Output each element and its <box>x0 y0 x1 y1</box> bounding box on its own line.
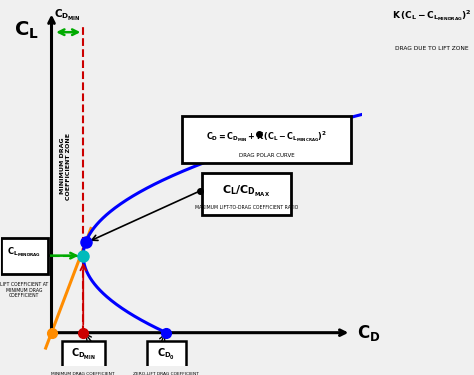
FancyBboxPatch shape <box>202 173 291 215</box>
FancyBboxPatch shape <box>147 341 186 371</box>
Text: $\mathbf{C_D = C_{D_{MIN}} + K\,(C_L - C_{L_{MINCRAG}})^2}$: $\mathbf{C_D = C_{D_{MIN}} + K\,(C_L - C… <box>206 129 327 144</box>
Text: $\mathbf{C_L/C_{D_{MAX}}}$: $\mathbf{C_L/C_{D_{MAX}}}$ <box>222 184 271 199</box>
FancyBboxPatch shape <box>62 341 105 371</box>
FancyBboxPatch shape <box>182 116 351 163</box>
FancyBboxPatch shape <box>1 238 48 274</box>
Text: $\mathbf{C_{D_{MIN}}}$: $\mathbf{C_{D_{MIN}}}$ <box>71 347 96 362</box>
Text: LIFT COEFFICIENT AT
MINIMUM DRAG
COEFFICIENT: LIFT COEFFICIENT AT MINIMUM DRAG COEFFIC… <box>0 282 48 298</box>
Text: DRAG POLAR CURVE: DRAG POLAR CURVE <box>238 153 294 158</box>
Text: $\mathbf{C_L}$: $\mathbf{C_L}$ <box>14 19 38 40</box>
Text: ZERO-LIFT DRAG COEFFICIENT: ZERO-LIFT DRAG COEFFICIENT <box>133 372 199 375</box>
Text: MAXIMUM LIFT-TO-DRAG COEFFICIENT RATIO: MAXIMUM LIFT-TO-DRAG COEFFICIENT RATIO <box>195 206 298 210</box>
Text: $\mathbf{C_{D_{MIN}}}$: $\mathbf{C_{D_{MIN}}}$ <box>54 8 81 23</box>
Text: MINIMUM DRAG COEFFICIENT: MINIMUM DRAG COEFFICIENT <box>52 372 115 375</box>
Text: MINIMUM DRAG
COEFFICIENT ZONE: MINIMUM DRAG COEFFICIENT ZONE <box>60 132 71 200</box>
Text: $\mathbf{C_{L_{MINDRAG}}}$: $\mathbf{C_{L_{MINDRAG}}}$ <box>8 246 41 259</box>
Text: $\mathbf{C_D}$: $\mathbf{C_D}$ <box>356 322 380 343</box>
Text: DRAG DUE TO LIFT ZONE: DRAG DUE TO LIFT ZONE <box>395 46 469 51</box>
Text: $\mathbf{C_{D_0}}$: $\mathbf{C_{D_0}}$ <box>157 347 175 362</box>
Text: $\mathbf{K\,(C_L - C_{L_{MINDRAG}})^2}$: $\mathbf{K\,(C_L - C_{L_{MINDRAG}})^2}$ <box>392 8 472 23</box>
